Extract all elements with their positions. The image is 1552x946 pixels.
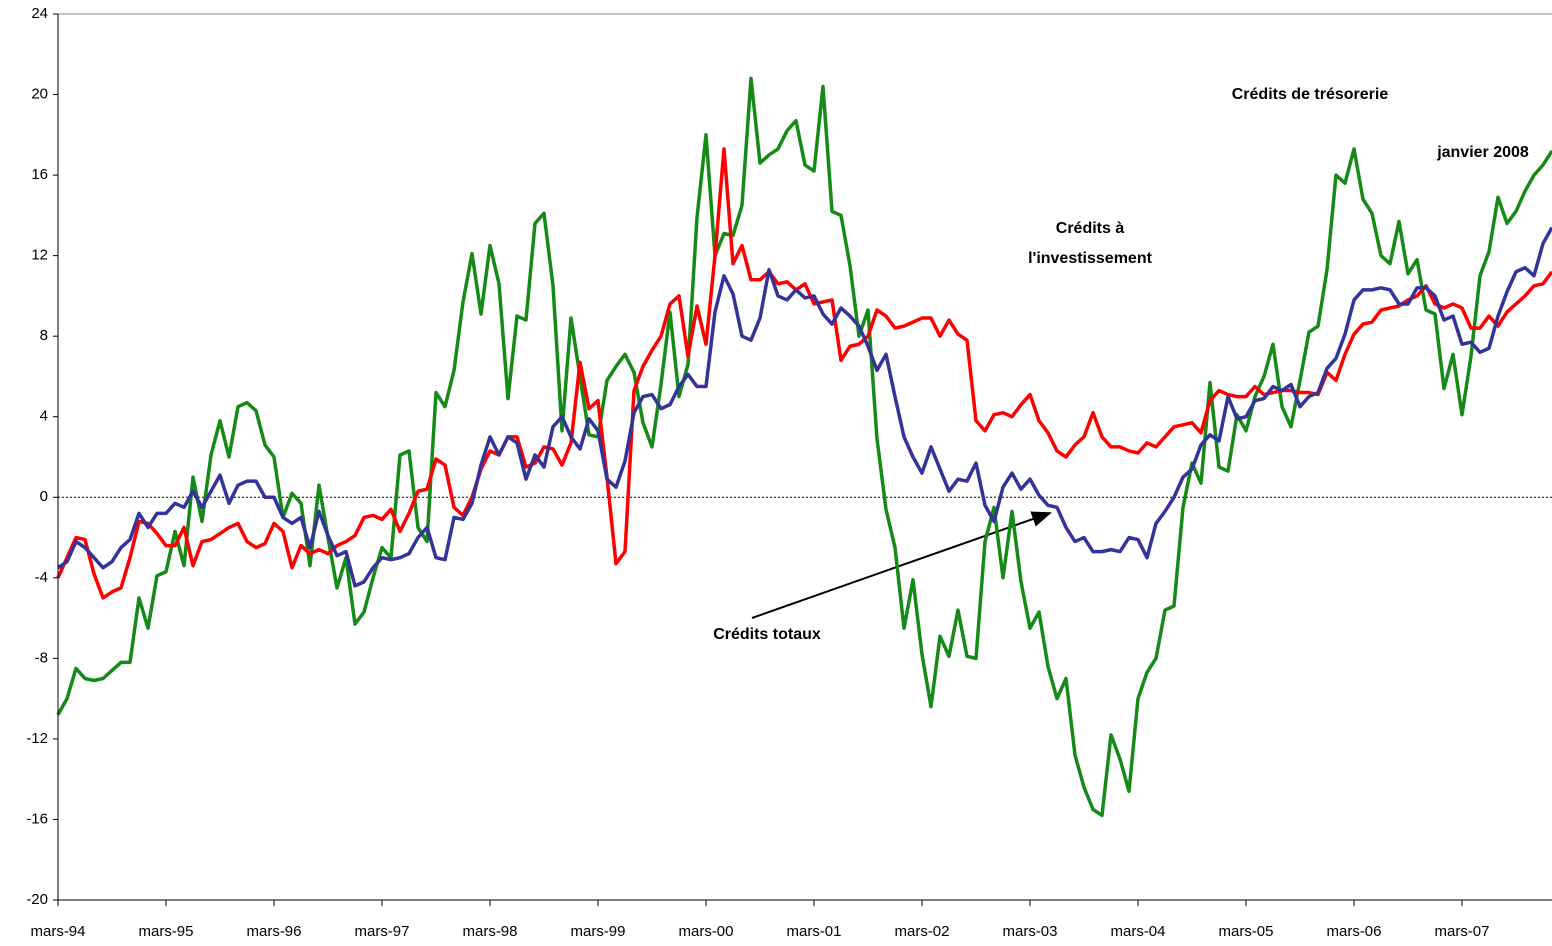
x-tick-label: mars-02: [894, 923, 949, 940]
x-tick-label: mars-97: [354, 923, 409, 940]
y-tick-label: 4: [40, 408, 48, 425]
x-tick-label: mars-96: [246, 923, 301, 940]
annotation: Crédits de trésorerie: [1232, 86, 1389, 103]
series-line: [57, 226, 1552, 588]
x-tick-label: mars-95: [138, 923, 193, 940]
series-line: [56, 76, 1552, 818]
arrow: [751, 511, 1052, 619]
y-tick-label: 0: [40, 488, 48, 505]
y-tick-label: -12: [26, 730, 48, 747]
x-tick-label: mars-00: [678, 923, 733, 940]
x-tick-label: mars-06: [1326, 923, 1381, 940]
annotation: Crédits totaux: [713, 626, 821, 643]
x-tick-label: mars-07: [1434, 923, 1489, 940]
y-tick-label: -16: [26, 810, 48, 827]
y-tick-label: -20: [26, 891, 48, 908]
y-tick-label: 24: [31, 5, 48, 22]
y-tick-label: -8: [35, 649, 48, 666]
annotation: l'investissement: [1028, 250, 1153, 267]
y-tick-label: 20: [31, 86, 48, 103]
x-tick-label: mars-99: [570, 923, 625, 940]
y-tick-label: 12: [31, 247, 48, 264]
x-tick-label: mars-04: [1110, 923, 1165, 940]
y-tick-label: 16: [31, 166, 48, 183]
annotation: Crédits à: [1056, 220, 1125, 237]
y-tick-label: 8: [40, 327, 48, 344]
x-tick-label: mars-05: [1218, 923, 1273, 940]
x-tick-label: mars-03: [1002, 923, 1057, 940]
y-tick-label: -4: [35, 569, 48, 586]
x-tick-label: mars-01: [786, 923, 841, 940]
x-tick-label: mars-98: [462, 923, 517, 940]
annotation: janvier 2008: [1436, 144, 1529, 161]
series-line: [56, 147, 1552, 600]
x-tick-label: mars-94: [30, 923, 85, 940]
